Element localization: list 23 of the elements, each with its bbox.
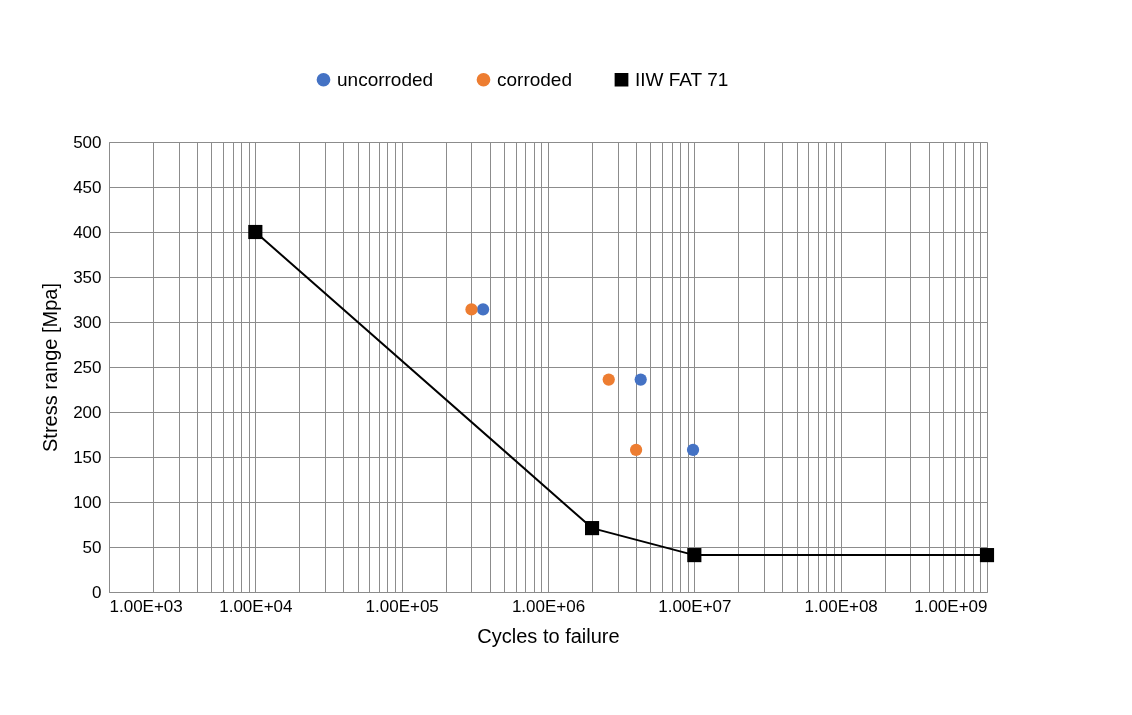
y-tick-label: 500 bbox=[73, 132, 102, 152]
y-tick-label: 300 bbox=[73, 312, 102, 332]
x-tick-label: 1.00E+09 bbox=[914, 596, 988, 616]
y-tick-label: 400 bbox=[73, 222, 102, 242]
y-tick-label: 250 bbox=[73, 357, 102, 377]
legend-label: uncorroded bbox=[337, 68, 434, 90]
y-tick-label: 100 bbox=[73, 492, 102, 512]
x-tick-label: 1.00E+06 bbox=[511, 596, 586, 616]
x-tick-label: 1.00E+03 bbox=[109, 596, 183, 616]
x-tick-label: 1.00E+05 bbox=[365, 596, 439, 616]
y-tick-label: 450 bbox=[73, 177, 102, 197]
y-tick-label: 200 bbox=[73, 402, 102, 422]
y-tick-label: 0 bbox=[92, 582, 102, 602]
y-tick-label: 50 bbox=[82, 537, 102, 557]
legend-label: IIW FAT 71 bbox=[635, 68, 729, 90]
y-axis-title: Stress range [Mpa] bbox=[39, 283, 62, 452]
x-tick-label: 1.00E+07 bbox=[658, 596, 732, 616]
y-tick-label: 350 bbox=[73, 267, 102, 287]
x-tick-label: 1.00E+04 bbox=[219, 596, 293, 616]
x-tick-label: 1.00E+08 bbox=[804, 596, 878, 616]
x-axis-title: Cycles to failure bbox=[477, 624, 620, 647]
legend-label: corroded bbox=[497, 68, 572, 90]
y-tick-label: 150 bbox=[73, 447, 102, 467]
